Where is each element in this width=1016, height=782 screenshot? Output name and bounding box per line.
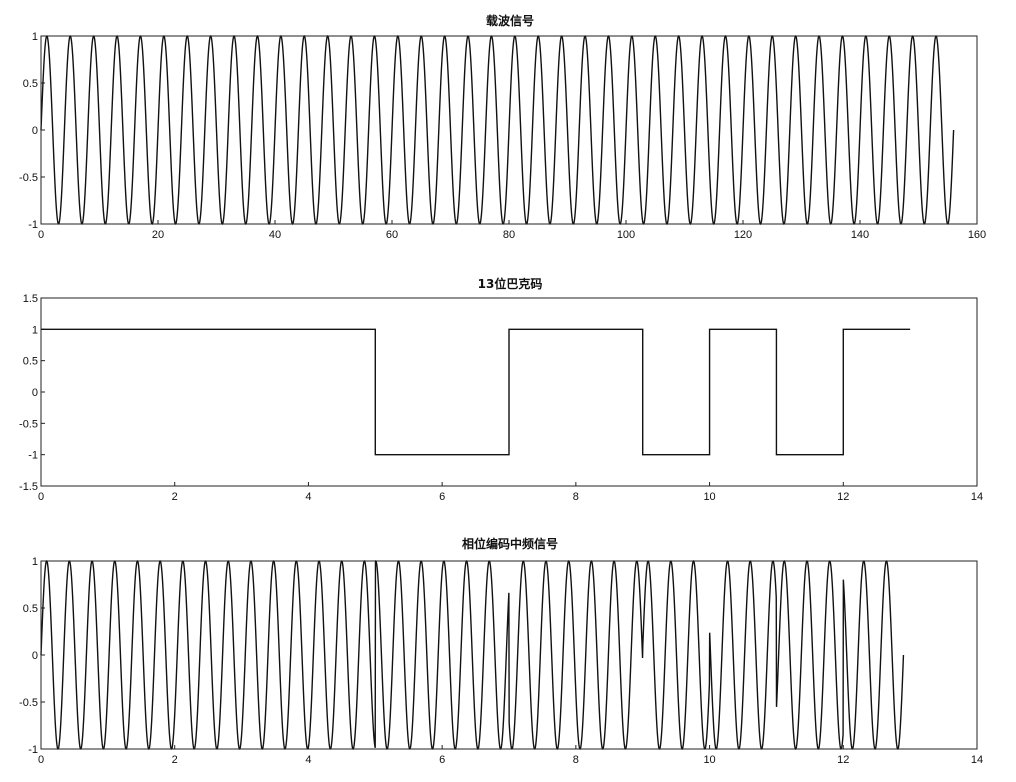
y-tick-label: 0.5 bbox=[23, 603, 38, 615]
chart-title: 相位编码中频信号 bbox=[462, 536, 558, 551]
y-tick-label: -1.5 bbox=[19, 481, 38, 493]
axis-ticks: 0 2 4 6 8 10 12 14 -1 -0.5 0 0.5 1 bbox=[19, 556, 983, 766]
x-tick-label: 2 bbox=[172, 754, 178, 766]
y-tick-label: 0 bbox=[32, 650, 38, 662]
y-tick-label: -0.5 bbox=[19, 418, 38, 430]
x-tick-label: 4 bbox=[305, 754, 311, 766]
x-tick-label: 12 bbox=[837, 754, 849, 766]
y-tick-label: -1 bbox=[28, 744, 38, 756]
x-tick-label: 120 bbox=[734, 229, 752, 241]
series-line bbox=[40, 560, 905, 750]
x-tick-label: 8 bbox=[573, 491, 579, 503]
x-tick-label: 10 bbox=[703, 491, 715, 503]
chart-title: 载波信号 bbox=[486, 13, 534, 28]
x-tick-label: 0 bbox=[38, 754, 44, 766]
x-tick-label: 20 bbox=[152, 229, 164, 241]
x-tick-label: 80 bbox=[503, 229, 515, 241]
y-tick-label: 1 bbox=[32, 556, 38, 568]
y-tick-label: 1.5 bbox=[23, 293, 38, 305]
y-tick-label: 0 bbox=[32, 387, 38, 399]
x-tick-label: 12 bbox=[837, 491, 849, 503]
series-line bbox=[41, 328, 911, 456]
series-line bbox=[40, 35, 955, 225]
y-tick-label: 0 bbox=[32, 125, 38, 137]
y-tick-label: 0.5 bbox=[23, 78, 38, 90]
chart-title: 13位巴克码 bbox=[478, 276, 543, 291]
x-tick-label: 40 bbox=[269, 229, 281, 241]
y-tick-label: -1 bbox=[28, 219, 38, 231]
x-tick-label: 6 bbox=[439, 491, 445, 503]
y-tick-label: -0.5 bbox=[19, 697, 38, 709]
x-tick-label: 60 bbox=[386, 229, 398, 241]
x-tick-label: 0 bbox=[38, 229, 44, 241]
y-tick-label: 0.5 bbox=[23, 356, 38, 368]
x-tick-label: 140 bbox=[851, 229, 869, 241]
axis-ticks: 0 20 40 60 80 100 120 140 160 -1 -0.5 0 0.5 1 bbox=[19, 31, 986, 241]
axes-box bbox=[40, 560, 978, 750]
y-tick-label: -0.5 bbox=[19, 172, 38, 184]
y-tick-label: 1 bbox=[32, 31, 38, 43]
axes-box bbox=[40, 297, 978, 487]
x-tick-label: 100 bbox=[617, 229, 635, 241]
x-tick-label: 6 bbox=[439, 754, 445, 766]
x-tick-label: 2 bbox=[172, 491, 178, 503]
barker-code-plot: 13位巴克码 0 2 4 6 8 10 12 14 -1.5 -1 -0.5 0 0.5 1 1.5 bbox=[19, 276, 983, 503]
x-tick-label: 160 bbox=[968, 229, 986, 241]
x-tick-label: 10 bbox=[703, 754, 715, 766]
phase-coded-if-signal-plot: 相位编码中频信号 0 2 4 6 8 10 12 14 -1 -0.5 0 0.5 1 bbox=[19, 536, 983, 766]
axis-ticks: 0 2 4 6 8 10 12 14 -1.5 -1 -0.5 0 0.5 1 1.5 bbox=[19, 293, 983, 503]
x-tick-label: 0 bbox=[38, 491, 44, 503]
axes-box bbox=[40, 35, 978, 225]
y-tick-label: 1 bbox=[32, 324, 38, 336]
x-tick-label: 8 bbox=[573, 754, 579, 766]
x-tick-label: 14 bbox=[971, 491, 983, 503]
carrier-signal-plot: 载波信号 0 20 40 60 80 100 120 140 160 -1 -0.5 0 0.5 1 bbox=[19, 13, 986, 241]
y-tick-label: -1 bbox=[28, 450, 38, 462]
x-tick-label: 14 bbox=[971, 754, 983, 766]
x-tick-label: 4 bbox=[305, 491, 311, 503]
